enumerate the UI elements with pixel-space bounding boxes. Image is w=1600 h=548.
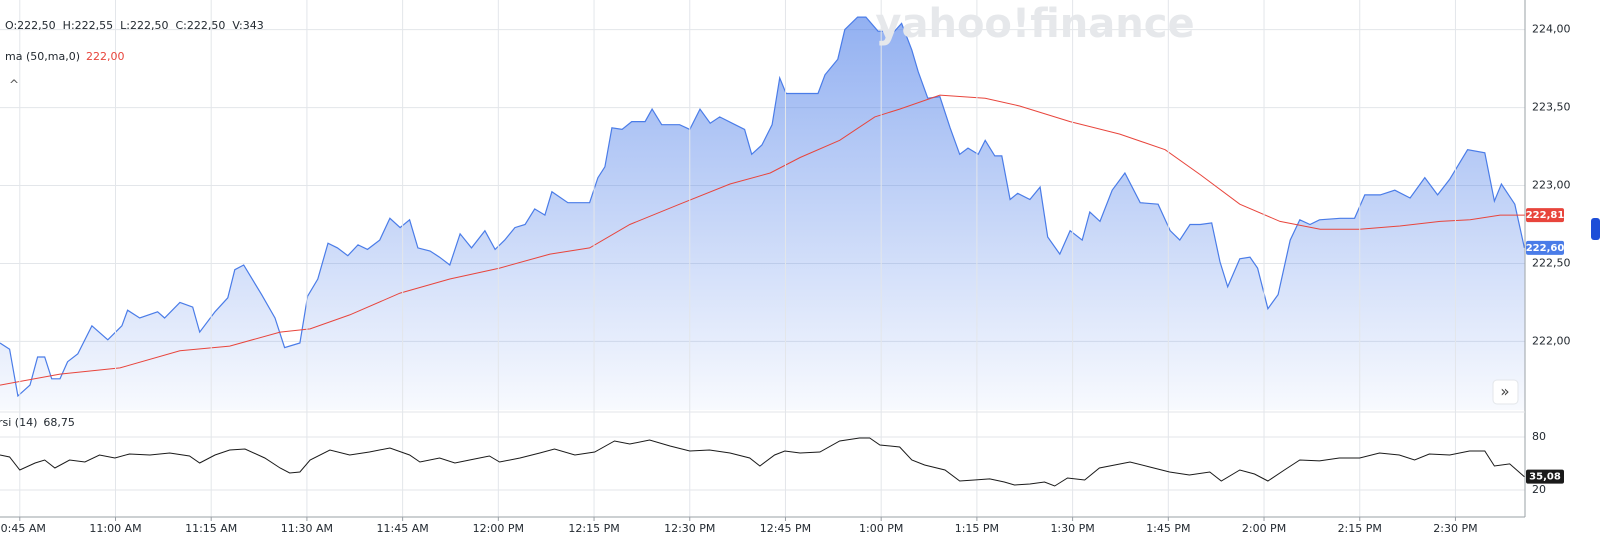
collapse-icon[interactable]: ^ [9, 78, 19, 92]
y-tick-label: 20 [1532, 483, 1546, 496]
x-tick-label: 1:45 PM [1146, 522, 1190, 535]
ohlcv-item: L:222,50 [120, 19, 168, 32]
y-tick-label: 224,00 [1532, 23, 1571, 36]
x-tick-label: 12:45 PM [760, 522, 811, 535]
x-tick-label: 12:00 PM [473, 522, 524, 535]
x-tick-label: 2:15 PM [1338, 522, 1382, 535]
x-tick-label: 11:00 AM [89, 522, 141, 535]
x-tick-label: 11:30 AM [281, 522, 333, 535]
area-fill [0, 17, 1525, 410]
x-tick-label: 10:45 AM [0, 522, 46, 535]
x-tick-label: 11:15 AM [185, 522, 237, 535]
y-tick-label: 80 [1532, 430, 1546, 443]
x-tick-label: 1:15 PM [955, 522, 999, 535]
ohlcv-item: C:222,50 [175, 19, 225, 32]
x-tick-label: 11:45 AM [377, 522, 429, 535]
y-tick-label: 222,00 [1532, 334, 1571, 347]
x-tick-label: 2:30 PM [1433, 522, 1477, 535]
legend-name: ma (50,ma,0) [5, 50, 80, 63]
x-tick-label: 2:00 PM [1242, 522, 1286, 535]
x-tick-label: 1:00 PM [859, 522, 903, 535]
last-value-badge [1526, 208, 1564, 223]
watermark: yahoo!finance [875, 1, 1194, 47]
series-line [0, 437, 1525, 487]
x-tick-label: 12:15 PM [568, 522, 619, 535]
side-tab[interactable] [1591, 218, 1600, 240]
legend-value: 222,00 [86, 50, 125, 63]
last-value-label: 222,81 [1526, 210, 1565, 221]
x-tick-label: 1:30 PM [1050, 522, 1094, 535]
y-tick-label: 222,50 [1532, 256, 1571, 269]
last-value-badge [1526, 240, 1564, 255]
last-value-label: 222,60 [1526, 243, 1565, 254]
y-tick-label: 223,00 [1532, 179, 1571, 192]
scroll-icon: » [1500, 383, 1509, 401]
legend-name: rsi (14) [0, 416, 37, 429]
last-value-badge [1526, 469, 1564, 484]
series-line [0, 94, 1525, 386]
plot-layer [0, 0, 1525, 517]
scroll-button[interactable] [1492, 379, 1519, 405]
ohlcv-item: H:222,55 [63, 19, 113, 32]
ohlcv-item: O:222,50 [5, 19, 56, 32]
last-value-label: 35,08 [1529, 472, 1561, 483]
legend-value: 68,75 [43, 416, 75, 429]
ohlcv-item: V:343 [232, 19, 263, 32]
y-tick-label: 223,50 [1532, 101, 1571, 114]
price-line [0, 16, 1525, 398]
x-tick-label: 12:30 PM [664, 522, 715, 535]
